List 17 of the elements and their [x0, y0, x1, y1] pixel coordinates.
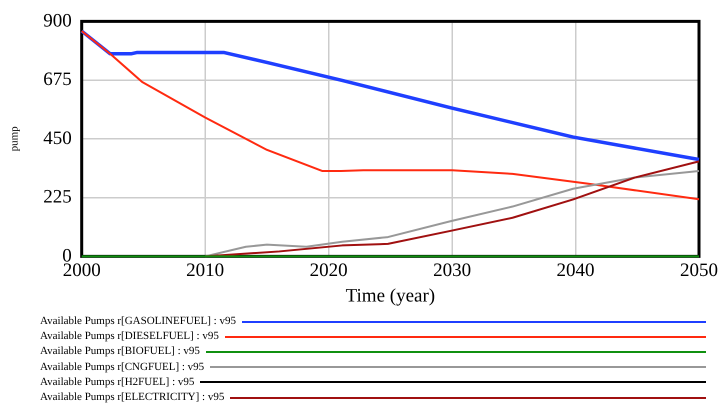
x-tick-label: 2050	[680, 260, 718, 281]
x-tick-label: 2030	[433, 260, 472, 281]
y-tick-label: 900	[43, 10, 72, 32]
y-tick-label: 225	[43, 186, 72, 208]
y-tick-label: 450	[43, 128, 72, 149]
legend-label: Available Pumps r[CNGFUEL] : v95	[40, 360, 204, 375]
legend-label: Available Pumps r[DIESELFUEL] : v95	[40, 329, 219, 344]
x-tick-label: 2040	[556, 260, 595, 281]
legend-label: Available Pumps r[H2FUEL] : v95	[40, 374, 194, 390]
y-axis-title: pump	[8, 126, 20, 152]
legend-label: Available Pumps r[ELECTRICITY] : v95	[40, 390, 224, 406]
x-tick-label: 2010	[186, 260, 224, 281]
legend-label: Available Pumps r[GASOLINEFUEL] : v95	[40, 314, 236, 329]
y-tick-label: 675	[43, 69, 72, 90]
legend-label: Available Pumps r[BIOFUEL] : v95	[40, 344, 200, 360]
x-axis-title: Time (year)	[346, 286, 436, 307]
x-tick-label: 2020	[310, 260, 348, 281]
